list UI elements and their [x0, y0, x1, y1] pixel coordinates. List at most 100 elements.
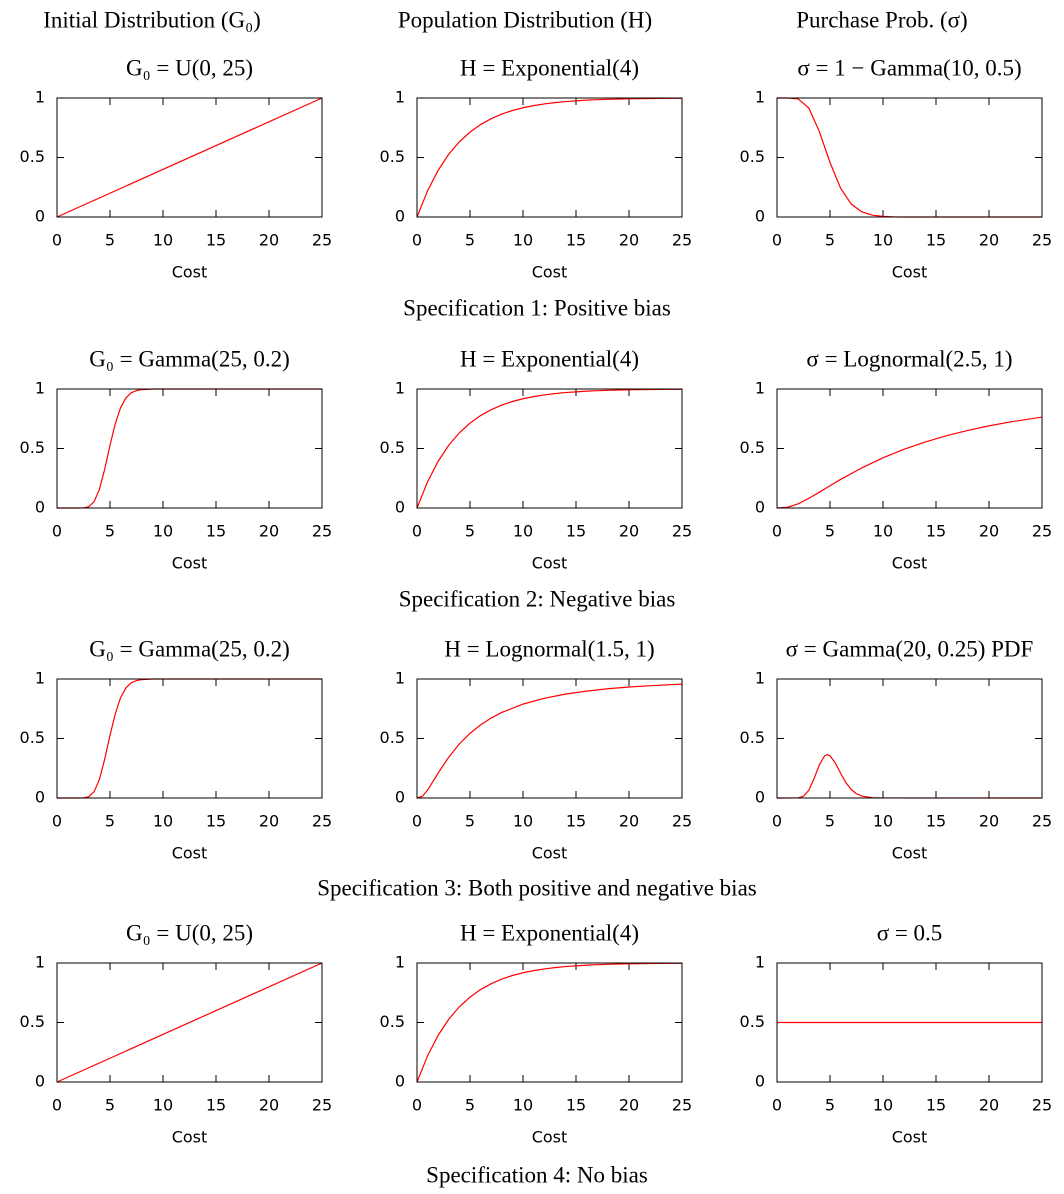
plot-frame	[416, 678, 683, 799]
row-caption: Specification 2: Negative bias	[399, 586, 676, 611]
y-tick-label: 0.5	[740, 438, 765, 457]
x-axis-label: Cost	[532, 1128, 568, 1147]
y-tick-label: 0	[395, 498, 405, 517]
y-tick-label: 1	[35, 88, 45, 107]
x-tick-label: 10	[513, 522, 533, 541]
x-tick-label: 0	[772, 231, 782, 250]
x-axis-label: Cost	[172, 554, 208, 573]
plot-frame	[56, 97, 323, 218]
chart-title: σ = 0.5	[877, 920, 943, 945]
x-tick-label: 10	[513, 1096, 533, 1115]
y-tick-label: 0	[35, 788, 45, 807]
x-tick-label: 0	[52, 522, 62, 541]
chart-title: G₀ = U(0, 25)	[126, 55, 253, 80]
x-tick-label: 25	[1032, 522, 1052, 541]
x-tick-label: 25	[672, 812, 692, 831]
x-tick-label: 20	[619, 522, 639, 541]
curve	[56, 962, 323, 1083]
x-axis-label: Cost	[172, 263, 208, 282]
row-caption: Specification 1: Positive bias	[403, 295, 671, 320]
chart-title: H = Exponential(4)	[460, 920, 639, 945]
x-axis-label: Cost	[892, 554, 928, 573]
x-axis-label: Cost	[532, 844, 568, 863]
x-tick-label: 15	[566, 1096, 586, 1115]
chart-title: σ = Gamma(20, 0.25) PDF	[786, 636, 1034, 661]
y-tick-label: 0	[395, 788, 405, 807]
x-tick-label: 15	[926, 1096, 946, 1115]
y-tick-label: 0.5	[740, 1012, 765, 1031]
x-tick-label: 20	[259, 812, 279, 831]
y-tick-label: 0	[755, 1072, 765, 1091]
y-tick-label: 0	[755, 207, 765, 226]
x-tick-label: 20	[979, 812, 999, 831]
x-axis-label: Cost	[172, 844, 208, 863]
plot-frame	[56, 678, 323, 799]
y-tick-label: 0.5	[740, 147, 765, 166]
x-tick-label: 0	[52, 231, 62, 250]
x-tick-label: 15	[206, 812, 226, 831]
x-tick-label: 10	[873, 1096, 893, 1115]
x-tick-label: 25	[312, 231, 332, 250]
y-tick-label: 0	[395, 1072, 405, 1091]
x-tick-label: 25	[1032, 1096, 1052, 1115]
x-tick-label: 0	[412, 231, 422, 250]
x-tick-label: 15	[566, 231, 586, 250]
x-axis-label: Cost	[892, 263, 928, 282]
x-tick-label: 5	[465, 231, 475, 250]
x-tick-label: 10	[873, 812, 893, 831]
x-tick-label: 25	[672, 522, 692, 541]
curve	[416, 388, 682, 509]
curve	[416, 962, 682, 1083]
x-tick-label: 0	[412, 812, 422, 831]
x-tick-label: 25	[312, 522, 332, 541]
x-tick-label: 5	[825, 1096, 835, 1115]
y-tick-label: 0.5	[740, 728, 765, 747]
row-caption: Specification 3: Both positive and negat…	[317, 875, 757, 900]
y-tick-label: 0.5	[20, 1012, 45, 1031]
x-tick-label: 20	[259, 231, 279, 250]
x-tick-label: 25	[672, 1096, 692, 1115]
y-tick-label: 1	[755, 669, 765, 688]
x-tick-label: 10	[873, 522, 893, 541]
column-header: Purchase Prob. (σ)	[796, 7, 967, 32]
chart-title: G₀ = Gamma(25, 0.2)	[89, 636, 289, 661]
x-tick-label: 20	[619, 1096, 639, 1115]
x-tick-label: 25	[312, 1096, 332, 1115]
x-tick-label: 10	[153, 522, 173, 541]
x-tick-label: 15	[566, 522, 586, 541]
curve	[416, 683, 683, 799]
chart-title: G₀ = U(0, 25)	[126, 920, 253, 945]
y-tick-label: 0	[395, 207, 405, 226]
y-tick-label: 0	[755, 788, 765, 807]
x-tick-label: 20	[979, 522, 999, 541]
y-tick-label: 0.5	[380, 438, 405, 457]
plot-frame	[776, 678, 1043, 799]
x-tick-label: 10	[153, 231, 173, 250]
y-tick-label: 0.5	[380, 147, 405, 166]
x-tick-label: 20	[979, 1096, 999, 1115]
chart-title: G₀ = Gamma(25, 0.2)	[89, 346, 289, 371]
x-tick-label: 15	[206, 231, 226, 250]
plot-frame	[416, 97, 683, 218]
column-header: Population Distribution (H)	[398, 7, 652, 32]
row-caption: Specification 4: No bias	[426, 1162, 648, 1187]
y-tick-label: 0	[35, 207, 45, 226]
curve	[56, 97, 323, 218]
y-tick-label: 1	[35, 669, 45, 688]
y-tick-label: 0	[755, 498, 765, 517]
column-header: Initial Distribution (G₀)	[43, 7, 261, 32]
y-tick-label: 0	[35, 1072, 45, 1091]
plot-frame	[776, 962, 1043, 1083]
curve	[776, 416, 1043, 509]
curve	[57, 678, 322, 799]
chart-title: σ = Lognormal(2.5, 1)	[806, 346, 1012, 371]
chart-title: H = Exponential(4)	[460, 346, 639, 371]
x-tick-label: 10	[153, 812, 173, 831]
y-tick-label: 0.5	[380, 728, 405, 747]
x-tick-label: 0	[772, 522, 782, 541]
x-tick-label: 20	[619, 231, 639, 250]
x-tick-label: 0	[412, 1096, 422, 1115]
chart-title: σ = 1 − Gamma(10, 0.5)	[797, 55, 1021, 80]
x-axis-label: Cost	[172, 1128, 208, 1147]
